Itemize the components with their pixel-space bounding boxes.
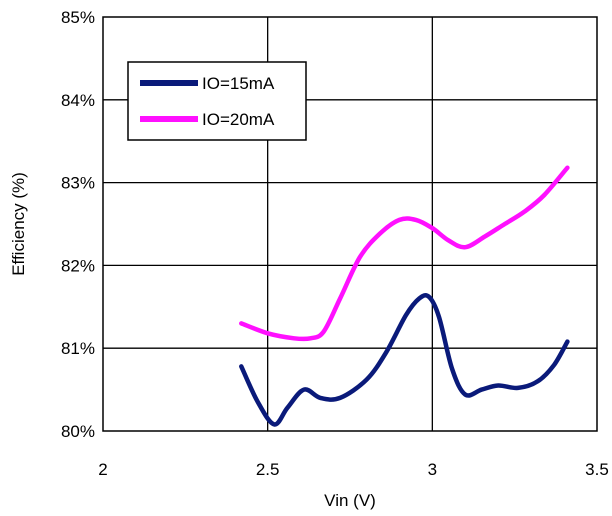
y-tick-label-0: 80% [61,422,95,441]
legend: IO=15mA IO=20mA [128,62,306,140]
y-tick-label-5: 85% [61,8,95,27]
series-line-io-20ma [241,168,567,339]
x-tick-label-1: 2.5 [256,460,280,479]
legend-label-io-15ma: IO=15mA [202,74,275,93]
y-tick-label-3: 83% [61,174,95,193]
y-axis-title: Efficiency (%) [9,172,28,276]
y-tick-label-4: 84% [61,91,95,110]
x-tick-label-0: 2 [98,460,107,479]
data-series [241,168,567,425]
y-tick-label-1: 81% [61,339,95,358]
series-line-io-15ma [241,295,567,424]
y-tick-label-2: 82% [61,256,95,275]
x-tick-label-3: 3.5 [585,460,609,479]
x-axis-title: Vin (V) [324,491,376,510]
x-tick-label-2: 3 [428,460,437,479]
legend-label-io-20ma: IO=20mA [202,110,275,129]
